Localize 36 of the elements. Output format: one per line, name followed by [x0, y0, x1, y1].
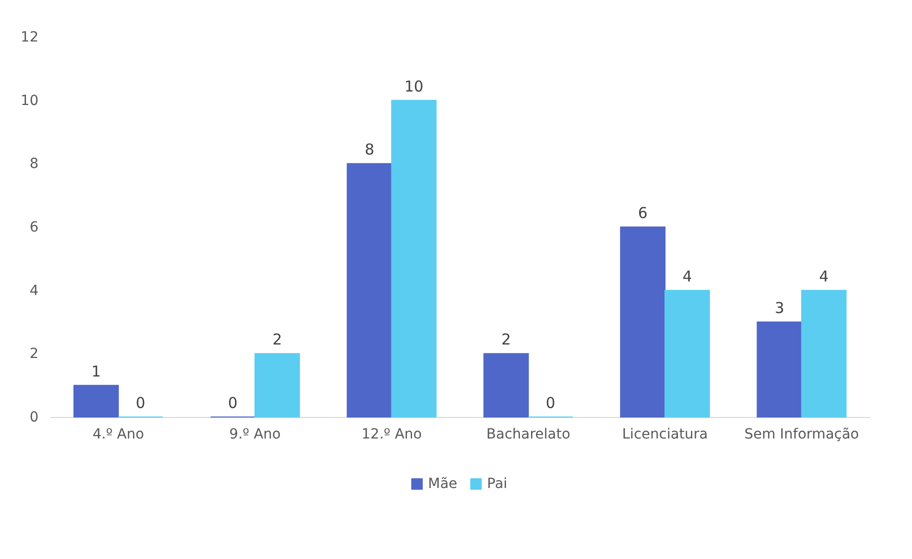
y-tick-label: 2: [30, 346, 38, 362]
bar: [483, 353, 529, 418]
x-tick-label: Sem Informação: [744, 426, 859, 442]
data-label: 0: [546, 394, 556, 412]
y-tick-label: 8: [30, 156, 38, 172]
data-label: 2: [272, 330, 282, 349]
data-label: 4: [682, 267, 692, 286]
data-label: 0: [228, 394, 238, 412]
bar: [620, 226, 666, 418]
bar: [756, 322, 802, 418]
x-tick-label: 12.º Ano: [362, 426, 422, 442]
bar: [254, 353, 300, 418]
data-label: 4: [819, 267, 829, 286]
y-tick-label: 0: [30, 410, 38, 426]
x-tick-label: Licenciatura: [622, 426, 708, 442]
data-label: 10: [404, 77, 424, 96]
bar: [664, 290, 710, 418]
x-tick-label: 9.º Ano: [229, 426, 281, 442]
data-label: 1: [91, 362, 101, 380]
y-tick-label: 12: [20, 30, 38, 46]
bar: [801, 290, 847, 418]
legend-label: Pai: [487, 476, 508, 492]
bar: [346, 163, 392, 418]
y-tick-label: 10: [20, 92, 38, 109]
bar: [391, 100, 437, 418]
data-label: 8: [364, 140, 374, 159]
bar: [73, 384, 119, 418]
y-tick-label: 6: [30, 220, 39, 236]
x-tick-label: Bacharelato: [486, 426, 570, 442]
data-label: 2: [501, 330, 511, 349]
x-tick-label: 4.º Ano: [92, 426, 144, 442]
data-label: 6: [638, 204, 648, 222]
y-tick-label: 4: [30, 282, 39, 299]
data-label: 3: [774, 299, 784, 317]
data-label: 0: [136, 394, 146, 412]
legend-label: Mãe: [428, 476, 458, 492]
